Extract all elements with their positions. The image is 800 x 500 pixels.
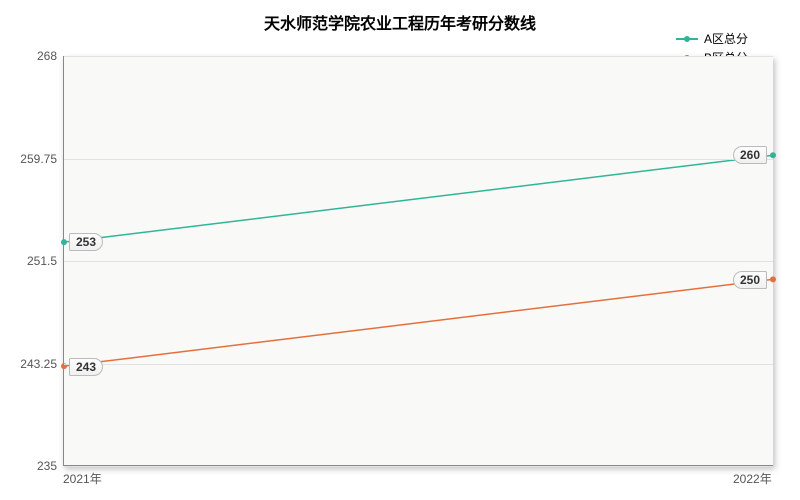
y-tick-label: 243.25 bbox=[20, 357, 57, 371]
x-tick-label: 2022年 bbox=[733, 470, 772, 487]
y-tick-label: 251.5 bbox=[27, 254, 57, 268]
data-point bbox=[61, 239, 67, 245]
value-label: 243 bbox=[69, 358, 103, 376]
gridline bbox=[64, 466, 773, 467]
x-tick-label: 2021年 bbox=[63, 470, 102, 487]
value-label: 253 bbox=[69, 233, 103, 251]
gridline bbox=[64, 364, 773, 365]
gridline bbox=[64, 159, 773, 160]
legend-swatch-0 bbox=[676, 38, 698, 40]
legend-label-0: A区总分 bbox=[704, 30, 748, 47]
value-label: 260 bbox=[733, 146, 767, 164]
plot-area bbox=[63, 56, 773, 466]
gridline bbox=[64, 56, 773, 57]
series-line bbox=[64, 279, 773, 366]
data-point bbox=[770, 152, 776, 158]
y-tick-label: 268 bbox=[37, 49, 57, 63]
y-tick-label: 235 bbox=[37, 459, 57, 473]
gridline bbox=[64, 261, 773, 262]
value-label: 250 bbox=[733, 271, 767, 289]
y-tick-label: 259.75 bbox=[20, 152, 57, 166]
chart-container: 天水师范学院农业工程历年考研分数线 A区总分 B区总分 235243.25251… bbox=[0, 0, 800, 500]
series-line bbox=[64, 155, 773, 242]
legend-item-0: A区总分 bbox=[676, 30, 748, 47]
data-point bbox=[770, 276, 776, 282]
